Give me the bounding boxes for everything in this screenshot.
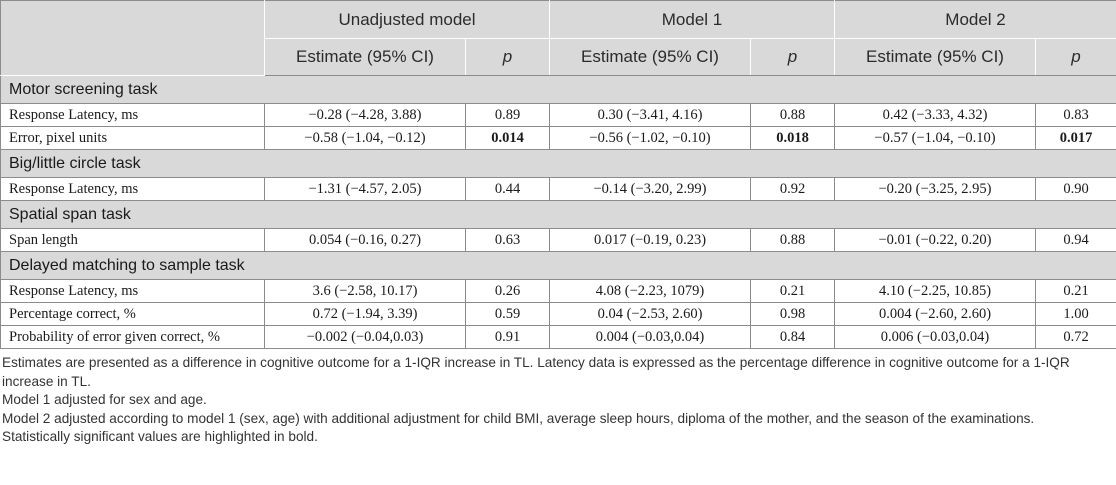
table-row: Response Latency, ms 3.6 (−2.58, 10.17) … xyxy=(0,279,1116,303)
header-estimate: Estimate (95% CI) xyxy=(549,38,751,76)
header-p: p xyxy=(749,38,836,76)
section-row: Motor screening task xyxy=(0,75,1116,104)
header-estimate: Estimate (95% CI) xyxy=(834,38,1037,76)
p-value-cell: 0.21 xyxy=(749,279,836,303)
table-row: Response Latency, ms −0.28 (−4.28, 3.88)… xyxy=(0,103,1116,127)
estimate-cell: 0.004 (−2.60, 2.60) xyxy=(834,302,1037,326)
p-value-cell-significant: 0.018 xyxy=(749,126,836,150)
p-value-cell-significant: 0.017 xyxy=(1035,126,1116,150)
estimate-cell: 0.72 (−1.94, 3.39) xyxy=(264,302,466,326)
table-row: Percentage correct, % 0.72 (−1.94, 3.39)… xyxy=(0,302,1116,326)
table-row: Response Latency, ms −1.31 (−4.57, 2.05)… xyxy=(0,177,1116,201)
estimate-cell: 0.42 (−3.33, 4.32) xyxy=(834,103,1037,127)
p-value-cell: 0.83 xyxy=(1035,103,1116,127)
estimate-cell: −0.14 (−3.20, 2.99) xyxy=(549,177,751,201)
row-label: Percentage correct, % xyxy=(0,302,265,326)
header-group-unadjusted: Unadjusted model xyxy=(264,0,550,39)
estimate-cell: 0.017 (−0.19, 0.23) xyxy=(549,228,751,252)
estimate-cell: 4.08 (−2.23, 1079) xyxy=(549,279,751,303)
p-value-cell: 0.84 xyxy=(749,325,836,349)
p-value-cell-significant: 0.014 xyxy=(465,126,550,150)
estimate-cell: −0.002 (−0.04,0.03) xyxy=(264,325,466,349)
section-row: Big/little circle task xyxy=(0,149,1116,178)
p-value-cell: 0.63 xyxy=(465,228,550,252)
estimate-cell: −0.56 (−1.02, −0.10) xyxy=(549,126,751,150)
table-row: Probability of error given correct, % −0… xyxy=(0,325,1116,349)
p-value-cell: 0.88 xyxy=(749,103,836,127)
row-label: Error, pixel units xyxy=(0,126,265,150)
p-value-cell: 0.26 xyxy=(465,279,550,303)
estimate-cell: −0.28 (−4.28, 3.88) xyxy=(264,103,466,127)
header-p: p xyxy=(1035,38,1116,76)
estimate-cell: 0.30 (−3.41, 4.16) xyxy=(549,103,751,127)
results-table: Unadjusted model Model 1 Model 2 Estimat… xyxy=(0,0,1116,349)
p-value-cell: 0.98 xyxy=(749,302,836,326)
section-row: Spatial span task xyxy=(0,200,1116,229)
p-value-cell: 0.72 xyxy=(1035,325,1116,349)
p-value-cell: 0.90 xyxy=(1035,177,1116,201)
estimate-cell: −0.20 (−3.25, 2.95) xyxy=(834,177,1037,201)
estimate-cell: 0.04 (−2.53, 2.60) xyxy=(549,302,751,326)
estimate-cell: −0.01 (−0.22, 0.20) xyxy=(834,228,1037,252)
table-row: Span length 0.054 (−0.16, 0.27) 0.63 0.0… xyxy=(0,228,1116,252)
p-value-cell: 1.00 xyxy=(1035,302,1116,326)
estimate-cell: 0.054 (−0.16, 0.27) xyxy=(264,228,466,252)
row-label: Span length xyxy=(0,228,265,252)
results-table-figure: Unadjusted model Model 1 Model 2 Estimat… xyxy=(0,0,1116,447)
section-row: Delayed matching to sample task xyxy=(0,251,1116,280)
estimate-cell: 4.10 (−2.25, 10.85) xyxy=(834,279,1037,303)
header-blank-cell xyxy=(0,0,265,76)
section-title: Delayed matching to sample task xyxy=(0,251,1116,280)
section-title: Motor screening task xyxy=(0,75,1116,104)
p-value-cell: 0.94 xyxy=(1035,228,1116,252)
table-body: Motor screening task Response Latency, m… xyxy=(0,75,1116,349)
footnote: Statistically significant values are hig… xyxy=(2,429,318,444)
row-label: Probability of error given correct, % xyxy=(0,325,265,349)
table-header: Unadjusted model Model 1 Model 2 Estimat… xyxy=(0,0,1116,76)
table-footnotes: Estimates are presented as a difference … xyxy=(0,349,1116,447)
estimate-cell: −1.31 (−4.57, 2.05) xyxy=(264,177,466,201)
section-title: Big/little circle task xyxy=(0,149,1116,178)
footnote: Estimates are presented as a difference … xyxy=(2,355,1070,389)
table-row: Error, pixel units −0.58 (−1.04, −0.12) … xyxy=(0,126,1116,150)
estimate-cell: 3.6 (−2.58, 10.17) xyxy=(264,279,466,303)
p-value-cell: 0.89 xyxy=(465,103,550,127)
header-group-model-1: Model 1 xyxy=(548,0,836,39)
p-value-cell: 0.91 xyxy=(465,325,550,349)
p-value-cell: 0.88 xyxy=(749,228,836,252)
row-label: Response Latency, ms xyxy=(0,177,265,201)
p-value-cell: 0.21 xyxy=(1035,279,1116,303)
header-estimate: Estimate (95% CI) xyxy=(264,38,466,76)
section-title: Spatial span task xyxy=(0,200,1116,229)
row-label: Response Latency, ms xyxy=(0,103,265,127)
footnote: Model 2 adjusted according to model 1 (s… xyxy=(2,410,1035,426)
header-p: p xyxy=(465,38,550,76)
p-value-cell: 0.59 xyxy=(465,302,550,326)
footnote: Model 1 adjusted for sex and age. xyxy=(2,392,207,407)
estimate-cell: 0.004 (−0.03,0.04) xyxy=(549,325,751,349)
p-value-cell: 0.92 xyxy=(749,177,836,201)
p-value-cell: 0.44 xyxy=(465,177,550,201)
header-group-model-2: Model 2 xyxy=(834,0,1116,39)
row-label: Response Latency, ms xyxy=(0,279,265,303)
estimate-cell: −0.57 (−1.04, −0.10) xyxy=(834,126,1037,150)
estimate-cell: −0.58 (−1.04, −0.12) xyxy=(264,126,466,150)
estimate-cell: 0.006 (−0.03,0.04) xyxy=(834,325,1037,349)
